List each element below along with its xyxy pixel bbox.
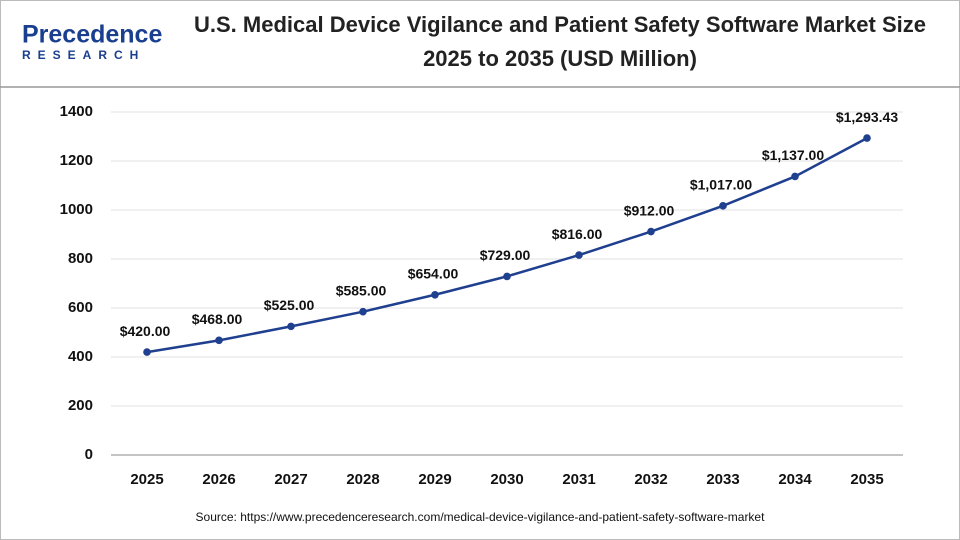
point <box>359 307 367 316</box>
x-tick-label: 2033 <box>706 471 739 488</box>
x-tick-label: 2027 <box>274 471 307 488</box>
y-tick-label: 200 <box>68 397 93 414</box>
point <box>503 272 511 281</box>
point <box>791 172 799 181</box>
x-tick-label: 2029 <box>418 471 451 488</box>
point <box>287 322 295 331</box>
value-label: $525.00 <box>264 297 315 313</box>
point <box>719 202 727 210</box>
value-label: $912.00 <box>624 202 675 218</box>
value-label: $468.00 <box>192 311 243 327</box>
logo-tagline: RESEARCH <box>22 48 145 62</box>
value-label: $1,017.00 <box>690 177 752 193</box>
x-tick-label: 2032 <box>634 471 667 488</box>
chart-title: U.S. Medical Device Vigilance and Patien… <box>194 12 926 71</box>
point <box>431 290 439 299</box>
x-tick-label: 2030 <box>490 471 523 488</box>
y-tick-label: 1400 <box>60 103 93 120</box>
line <box>146 137 868 354</box>
value-label: $585.00 <box>336 282 387 298</box>
x-tick-label: 2031 <box>562 471 595 488</box>
y-tick-label: 600 <box>68 299 93 316</box>
logo-name: Precedence <box>22 21 162 49</box>
x-tick-label: 2025 <box>130 471 163 488</box>
value-label: $816.00 <box>552 226 603 242</box>
x-tick-label: 2034 <box>778 471 812 488</box>
source: Source: https://www.precedenceresearch.c… <box>196 510 766 524</box>
value-label: $1,137.00 <box>762 147 824 163</box>
point <box>863 134 871 142</box>
value-label: $654.00 <box>408 265 459 281</box>
point <box>647 227 655 236</box>
x-tick-label: 2035 <box>850 471 883 488</box>
point <box>575 251 583 259</box>
y-tick-label: 800 <box>68 250 93 267</box>
x-tick-label: 2028 <box>346 471 379 488</box>
point <box>143 348 151 356</box>
value-label: $1,293.43 <box>836 109 898 125</box>
y-tick-label: 1000 <box>60 201 93 218</box>
value-label: $420.00 <box>120 323 171 339</box>
x-tick-label: 2026 <box>202 471 235 488</box>
y-tick-label: 400 <box>68 348 93 365</box>
y-tick-label: 1200 <box>60 152 93 169</box>
value-label: $729.00 <box>480 247 531 263</box>
y-tick-label: 0 <box>85 446 93 463</box>
point <box>215 336 223 345</box>
